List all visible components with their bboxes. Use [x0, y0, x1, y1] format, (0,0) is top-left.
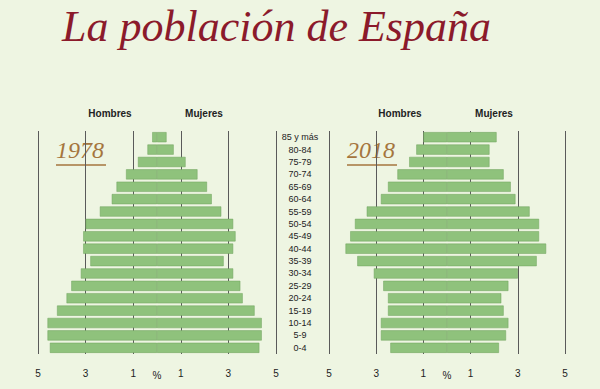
- svg-text:5: 5: [273, 368, 279, 379]
- svg-text:Hombres: Hombres: [88, 108, 132, 119]
- svg-text:0-4: 0-4: [293, 343, 306, 353]
- svg-text:85 y más: 85 y más: [282, 132, 319, 142]
- svg-text:1: 1: [178, 368, 184, 379]
- svg-text:10-14: 10-14: [288, 318, 311, 328]
- svg-text:30-34: 30-34: [288, 268, 311, 278]
- svg-text:60-64: 60-64: [288, 194, 311, 204]
- svg-text:1: 1: [421, 368, 427, 379]
- svg-text:1: 1: [130, 368, 136, 379]
- svg-text:La población de España: La población de España: [61, 2, 491, 51]
- svg-text:5: 5: [35, 368, 41, 379]
- svg-text:5: 5: [326, 368, 332, 379]
- svg-text:80-84: 80-84: [288, 145, 311, 155]
- svg-text:35-39: 35-39: [288, 256, 311, 266]
- svg-text:20-24: 20-24: [288, 293, 311, 303]
- svg-text:75-79: 75-79: [288, 157, 311, 167]
- svg-text:3: 3: [83, 368, 89, 379]
- svg-text:Mujeres: Mujeres: [475, 108, 513, 119]
- svg-text:%: %: [443, 370, 452, 381]
- svg-text:1978: 1978: [56, 137, 104, 163]
- svg-text:5-9: 5-9: [293, 330, 306, 340]
- svg-text:3: 3: [226, 368, 232, 379]
- svg-text:Hombres: Hombres: [378, 108, 422, 119]
- svg-text:55-59: 55-59: [288, 207, 311, 217]
- svg-text:2018: 2018: [347, 137, 395, 163]
- svg-text:25-29: 25-29: [288, 281, 311, 291]
- svg-text:45-49: 45-49: [288, 231, 311, 241]
- svg-text:15-19: 15-19: [288, 306, 311, 316]
- svg-text:70-74: 70-74: [288, 169, 311, 179]
- svg-text:5: 5: [562, 368, 568, 379]
- svg-text:50-54: 50-54: [288, 219, 311, 229]
- svg-text:Mujeres: Mujeres: [185, 108, 223, 119]
- svg-text:3: 3: [515, 368, 521, 379]
- svg-text:40-44: 40-44: [288, 244, 311, 254]
- svg-text:%: %: [153, 370, 162, 381]
- svg-text:1: 1: [468, 368, 474, 379]
- svg-text:65-69: 65-69: [288, 182, 311, 192]
- svg-text:3: 3: [373, 368, 379, 379]
